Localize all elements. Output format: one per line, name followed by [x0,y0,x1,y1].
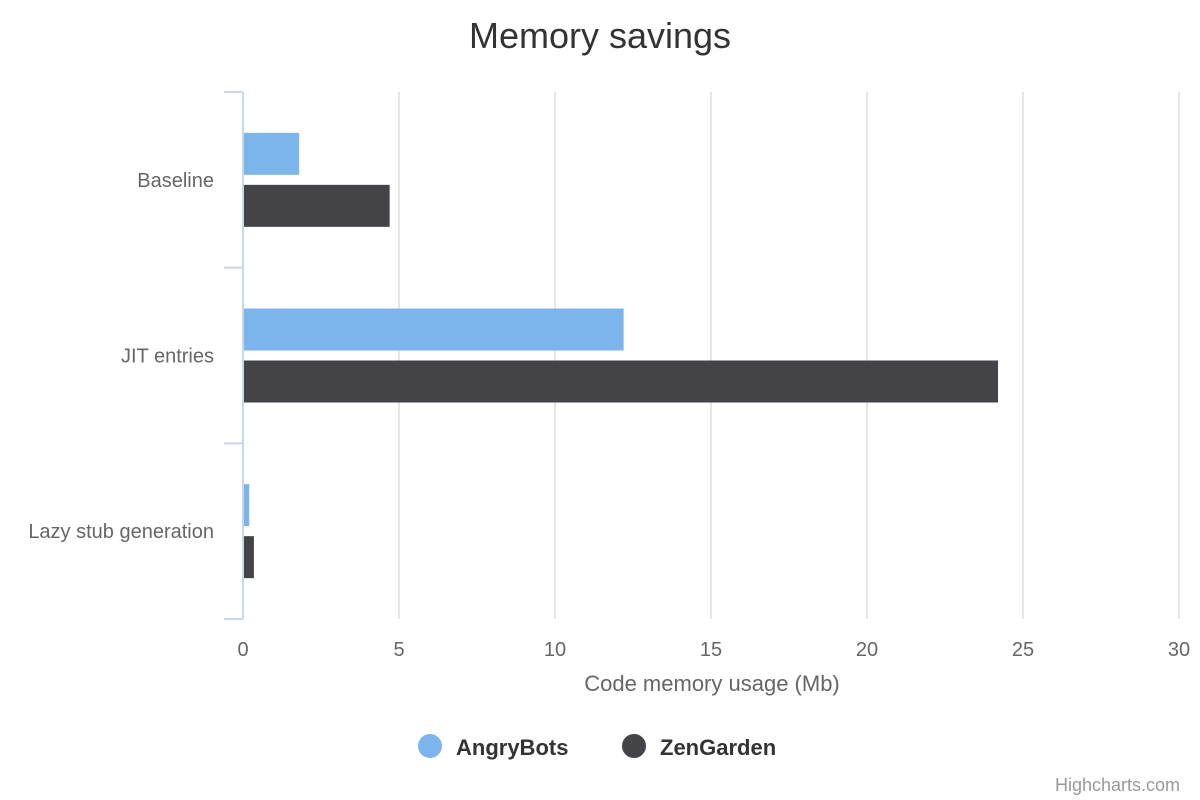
legend-label: AngryBots [456,735,568,760]
legend-item-angrybots[interactable]: AngryBots [418,734,568,760]
bar-zengarden-3[interactable] [244,536,254,579]
category-labels: Baseline JIT entries Lazy stub generation [28,170,214,543]
credits-link[interactable]: Highcharts.com [1055,775,1180,795]
bar-zengarden-2[interactable] [244,360,999,403]
category-label: Lazy stub generation [28,521,214,543]
bar-angrybots-2[interactable] [244,308,624,351]
grid-lines [398,92,1180,619]
value-axis-labels: 0 5 10 15 20 25 30 [237,639,1190,661]
x-tick-label: 30 [1168,639,1190,661]
x-tick-label: 15 [700,639,722,661]
x-tick-label: 10 [544,639,566,661]
bar-angrybots-1[interactable] [244,132,300,175]
bar-zengarden-1[interactable] [244,184,390,227]
category-label: Baseline [137,170,214,192]
x-tick-label: 20 [856,639,878,661]
bar-angrybots-3[interactable] [244,484,250,527]
legend-symbol [622,734,646,758]
x-tick-label: 5 [393,639,404,661]
bars [244,132,999,579]
legend-item-zengarden[interactable]: ZenGarden [622,734,776,760]
x-tick-label: 25 [1012,639,1034,661]
legend-label: ZenGarden [660,735,776,760]
legend: AngryBots ZenGarden [418,734,776,760]
x-tick-label: 0 [237,639,248,661]
category-axis [224,91,244,620]
legend-symbol [418,734,442,758]
category-label: JIT entries [121,346,214,368]
chart-title: Memory savings [469,15,731,56]
x-axis-title: Code memory usage (Mb) [584,671,840,696]
